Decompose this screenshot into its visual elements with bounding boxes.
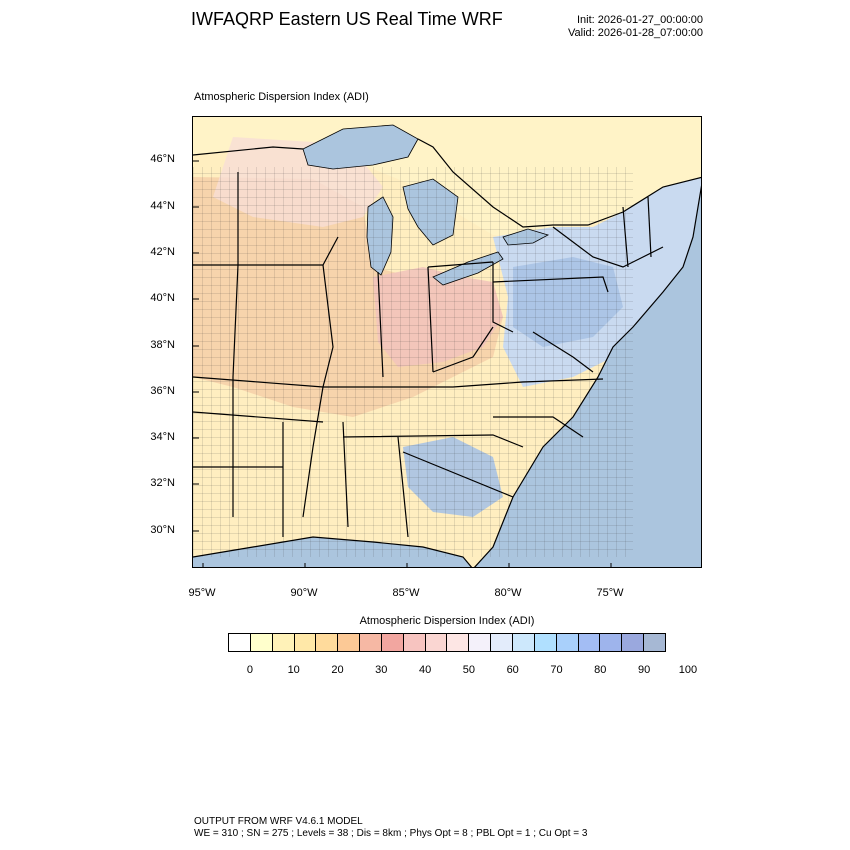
lon-label: 80°W — [494, 587, 522, 599]
lat-label: 38°N — [150, 339, 175, 351]
colorbar-swatch — [447, 634, 470, 651]
map-panel — [192, 116, 702, 568]
lat-label: 30°N — [150, 524, 175, 536]
colorbar-swatch — [622, 634, 645, 651]
lat-label: 44°N — [150, 200, 175, 212]
colorbar-tick-label: 100 — [678, 664, 698, 676]
colorbar-swatch — [338, 634, 361, 651]
colorbar-tick-label: 70 — [550, 664, 563, 676]
model-settings: WE = 310 ; SN = 275 ; Levels = 38 ; Dis … — [194, 828, 588, 839]
colorbar-swatch — [250, 634, 273, 651]
lon-label: 95°W — [188, 587, 216, 599]
colorbar-title: Atmospheric Dispersion Index (ADI) — [359, 615, 535, 627]
lat-label: 32°N — [150, 477, 175, 489]
colorbar-tick-label: 0 — [246, 664, 253, 676]
lon-label: 90°W — [290, 587, 318, 599]
us-canada-border — [193, 138, 701, 228]
lat-label: 40°N — [150, 292, 175, 304]
colorbar-tick-label: 60 — [506, 664, 519, 676]
lat-label: 42°N — [150, 246, 175, 258]
colorbar-swatch — [600, 634, 623, 651]
colorbar-swatch — [272, 634, 295, 651]
colorbar-tick-label: 20 — [331, 664, 344, 676]
colorbar-tick-label: 40 — [418, 664, 432, 676]
lon-label: 85°W — [392, 587, 420, 599]
adi-map — [193, 117, 701, 567]
lat-label: 36°N — [150, 385, 175, 397]
colorbar-swatch — [534, 634, 557, 651]
colorbar-swatch — [491, 634, 513, 651]
lon-label: 75°W — [596, 587, 624, 599]
colorbar-tick-label: 30 — [375, 664, 388, 676]
colorbar — [228, 633, 666, 652]
colorbar-swatch — [403, 634, 426, 651]
coastline — [193, 185, 701, 567]
init-time: Init: 2026-01-27_00:00:00 — [577, 14, 703, 26]
colorbar-swatch — [316, 634, 339, 651]
colorbar-tick-label: 80 — [594, 664, 607, 676]
colorbar-swatch — [360, 634, 382, 651]
model-info: OUTPUT FROM WRF V4.6.1 MODEL — [194, 816, 363, 827]
colorbar-tick-label: 10 — [287, 664, 300, 676]
colorbar-swatch — [512, 634, 535, 651]
valid-time: Valid: 2026-01-28_07:00:00 — [568, 27, 703, 39]
colorbar-swatch — [425, 634, 448, 651]
colorbar-tick-label: 90 — [637, 664, 651, 676]
latitude-ticks — [193, 160, 199, 532]
colorbar-tick-label: 50 — [462, 664, 476, 676]
lake-superior — [302, 124, 419, 170]
colorbar-swatch — [294, 634, 317, 651]
colorbar-swatch — [381, 634, 404, 651]
longitude-ticks — [202, 563, 612, 567]
colorbar-swatch — [469, 634, 492, 651]
map-subtitle: Atmospheric Dispersion Index (ADI) — [194, 91, 369, 103]
colorbar-swatch — [229, 634, 251, 651]
colorbar-swatch — [578, 634, 601, 651]
colorbar-swatch — [556, 634, 579, 651]
colorbar-swatch — [644, 634, 665, 651]
lat-label: 34°N — [150, 431, 175, 443]
state-boundaries — [193, 172, 664, 538]
page-title: IWFAQRP Eastern US Real Time WRF — [191, 9, 503, 29]
lat-label: 46°N — [150, 153, 175, 165]
